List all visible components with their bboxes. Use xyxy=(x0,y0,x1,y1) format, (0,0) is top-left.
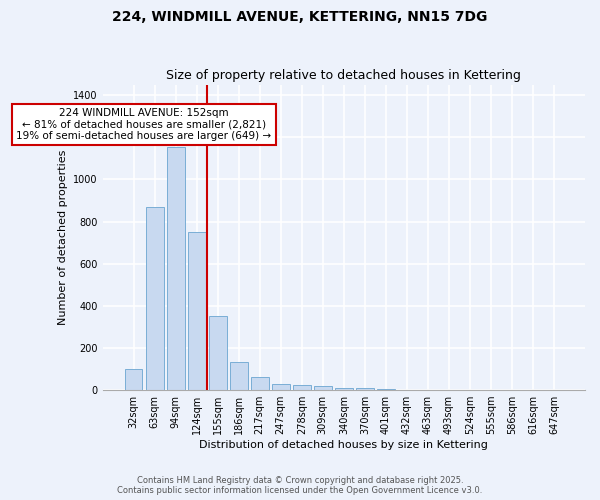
Bar xyxy=(146,207,164,390)
Text: Contains HM Land Registry data © Crown copyright and database right 2025.
Contai: Contains HM Land Registry data © Crown c… xyxy=(118,476,482,495)
Bar xyxy=(125,369,142,390)
Y-axis label: Number of detached properties: Number of detached properties xyxy=(58,150,68,325)
Bar xyxy=(230,362,248,390)
Bar xyxy=(272,384,290,390)
Bar xyxy=(356,388,374,390)
Bar xyxy=(335,388,353,390)
Bar xyxy=(188,232,206,390)
Title: Size of property relative to detached houses in Kettering: Size of property relative to detached ho… xyxy=(166,69,521,82)
Bar xyxy=(167,146,185,390)
Bar xyxy=(209,316,227,390)
Bar xyxy=(377,389,395,390)
Text: 224 WINDMILL AVENUE: 152sqm
← 81% of detached houses are smaller (2,821)
19% of : 224 WINDMILL AVENUE: 152sqm ← 81% of det… xyxy=(16,108,272,141)
Bar xyxy=(251,378,269,390)
Text: 224, WINDMILL AVENUE, KETTERING, NN15 7DG: 224, WINDMILL AVENUE, KETTERING, NN15 7D… xyxy=(112,10,488,24)
X-axis label: Distribution of detached houses by size in Kettering: Distribution of detached houses by size … xyxy=(199,440,488,450)
Bar xyxy=(293,385,311,390)
Bar xyxy=(314,386,332,390)
